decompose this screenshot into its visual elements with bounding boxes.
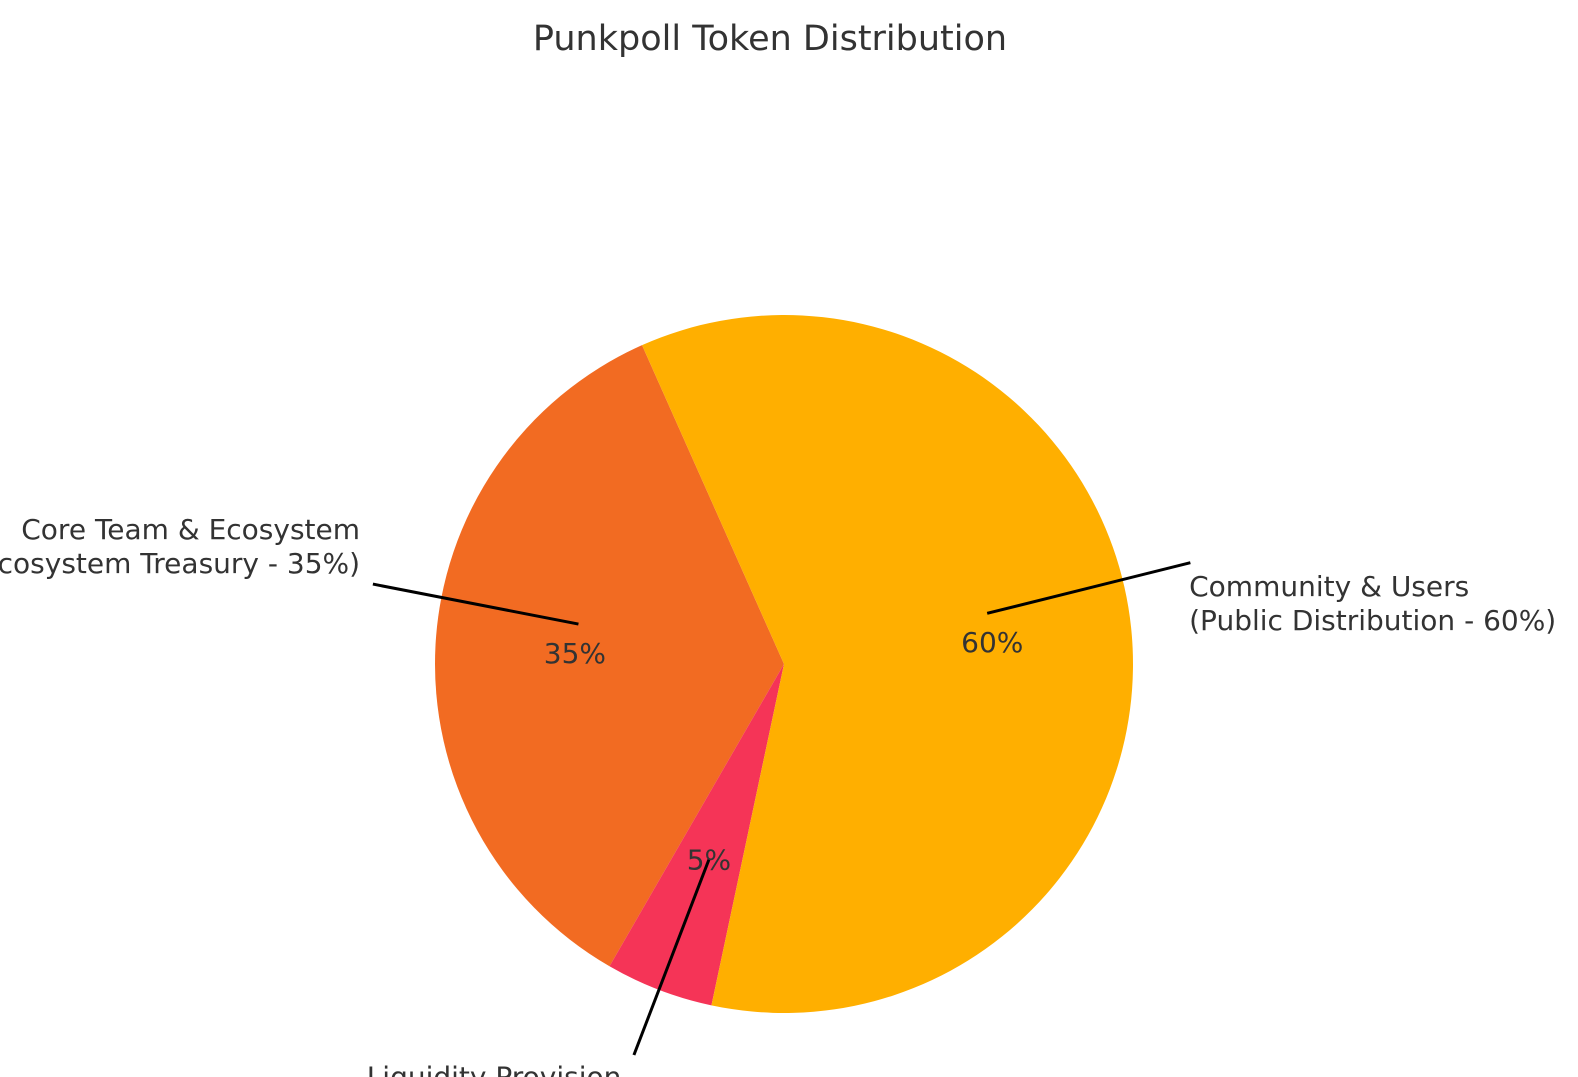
pie-slice-community (642, 315, 1133, 1013)
chart-title: Punkpoll Token Distribution (533, 19, 1007, 59)
slice-labels: Core Team & Ecosystem (Ecosystem Treasury… (0, 513, 1556, 1077)
percent-label-community: 60% (961, 626, 1023, 659)
slice-label-community: Community & Users (Public Distribution - … (1189, 570, 1556, 637)
pie-slices (435, 315, 1133, 1013)
slice-label-line: Liquidity Provision (367, 1060, 622, 1077)
percent-label-liquidity: 5% (687, 843, 731, 876)
leader-line-core-team (372, 582, 579, 626)
slice-label-line: (Ecosystem Treasury - 35%) (0, 547, 360, 580)
percent-labels: 35% 5% 60% (544, 626, 1024, 876)
slice-label-line: Community & Users (1189, 570, 1469, 603)
pie-slice-liquidity (609, 664, 784, 1006)
leader-lines (372, 561, 1191, 1056)
pie-slice-core-team (435, 345, 784, 967)
percent-label-core-team: 35% (544, 637, 606, 670)
leader-line-community (986, 561, 1191, 615)
leader-line-liquidity (632, 858, 711, 1056)
slice-label-line: (Public Distribution - 60%) (1189, 604, 1556, 637)
slice-label-liquidity: Liquidity Provision(DEX - 5%) (367, 1060, 622, 1077)
slice-label-line: Core Team & Ecosystem (21, 513, 360, 546)
slice-label-core-team: Core Team & Ecosystem (Ecosystem Treasury… (0, 513, 360, 580)
